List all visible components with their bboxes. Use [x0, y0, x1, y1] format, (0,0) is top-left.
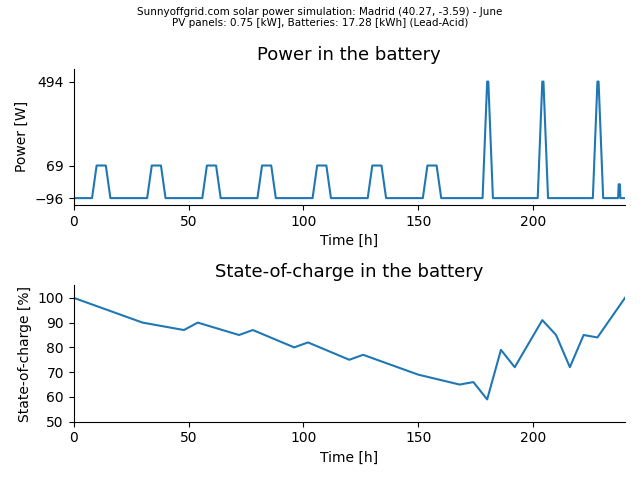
Title: State-of-charge in the battery: State-of-charge in the battery [215, 263, 483, 281]
X-axis label: Time [h]: Time [h] [320, 234, 378, 248]
Text: PV panels: 0.75 [kW], Batteries: 17.28 [kWh] (Lead-Acid): PV panels: 0.75 [kW], Batteries: 17.28 [… [172, 18, 468, 28]
Text: Sunnyoffgrid.com solar power simulation: Madrid (40.27, -3.59) - June: Sunnyoffgrid.com solar power simulation:… [138, 7, 502, 17]
Title: Power in the battery: Power in the battery [257, 46, 441, 64]
X-axis label: Time [h]: Time [h] [320, 451, 378, 465]
Y-axis label: State-of-charge [%]: State-of-charge [%] [18, 286, 32, 421]
Y-axis label: Power [W]: Power [W] [15, 101, 29, 172]
